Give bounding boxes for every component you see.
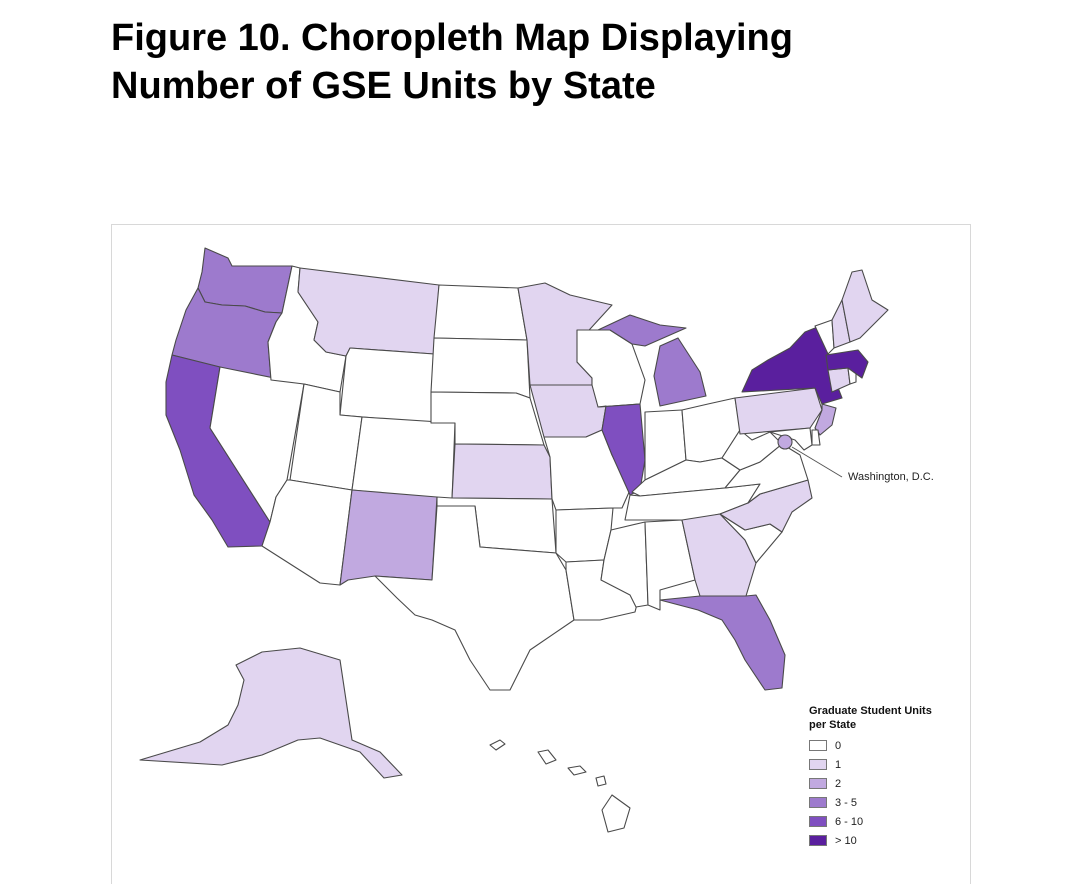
state-texas: [374, 505, 575, 691]
state-south-dakota: [430, 337, 531, 399]
legend-label: 0: [835, 739, 842, 752]
legend-swatch: [809, 797, 827, 808]
state-hawaii: [489, 739, 631, 833]
state-florida: [659, 594, 786, 691]
legend-label: > 10: [835, 834, 857, 847]
state-massachusetts: [825, 349, 869, 379]
figure-title: Figure 10. Choropleth Map Displaying Num…: [111, 14, 971, 110]
legend-swatch: [809, 759, 827, 770]
legend: Graduate Student Units per State 0 1 2 3…: [809, 704, 969, 850]
legend-label: 1: [835, 758, 842, 771]
legend-item: 2: [809, 774, 969, 793]
state-montana: [297, 267, 440, 357]
legend-list: 0 1 2 3 - 5 6 - 10 > 10: [809, 736, 969, 850]
state-delaware: [811, 429, 821, 446]
legend-item: 6 - 10: [809, 812, 969, 831]
legend-title-line-1: Graduate Student Units: [809, 705, 932, 717]
state-kansas: [451, 443, 553, 500]
state-wyoming: [339, 347, 435, 424]
legend-item: 0: [809, 736, 969, 755]
state-missouri: [543, 429, 631, 511]
state-alaska: [139, 647, 403, 779]
state-new-mexico: [339, 489, 438, 586]
legend-item: 3 - 5: [809, 793, 969, 812]
state-north-dakota: [433, 284, 528, 341]
state-michigan: [597, 314, 707, 407]
legend-item: > 10: [809, 831, 969, 850]
dc-leader-line: [791, 446, 843, 478]
legend-title-line-2: per State: [809, 719, 857, 731]
legend-item: 1: [809, 755, 969, 774]
dc-label: Washington, D.C.: [848, 471, 934, 483]
legend-title: Graduate Student Units per State: [809, 704, 969, 732]
legend-swatch: [809, 778, 827, 789]
state-new-jersey: [814, 403, 837, 436]
map-frame: [111, 224, 971, 884]
legend-label: 2: [835, 777, 842, 790]
state-arkansas: [555, 507, 614, 563]
state-maine: [841, 269, 889, 343]
state-connecticut: [827, 367, 851, 393]
figure-title-line-2: Number of GSE Units by State: [111, 65, 656, 107]
legend-label: 3 - 5: [835, 796, 858, 809]
legend-swatch: [809, 835, 827, 846]
state-pennsylvania: [734, 387, 823, 435]
state-colorado: [351, 416, 456, 501]
legend-label: 6 - 10: [835, 815, 864, 828]
legend-swatch: [809, 740, 827, 751]
figure-title-line-1: Figure 10. Choropleth Map Displaying: [111, 17, 793, 59]
legend-swatch: [809, 816, 827, 827]
state-dc: [777, 434, 793, 450]
